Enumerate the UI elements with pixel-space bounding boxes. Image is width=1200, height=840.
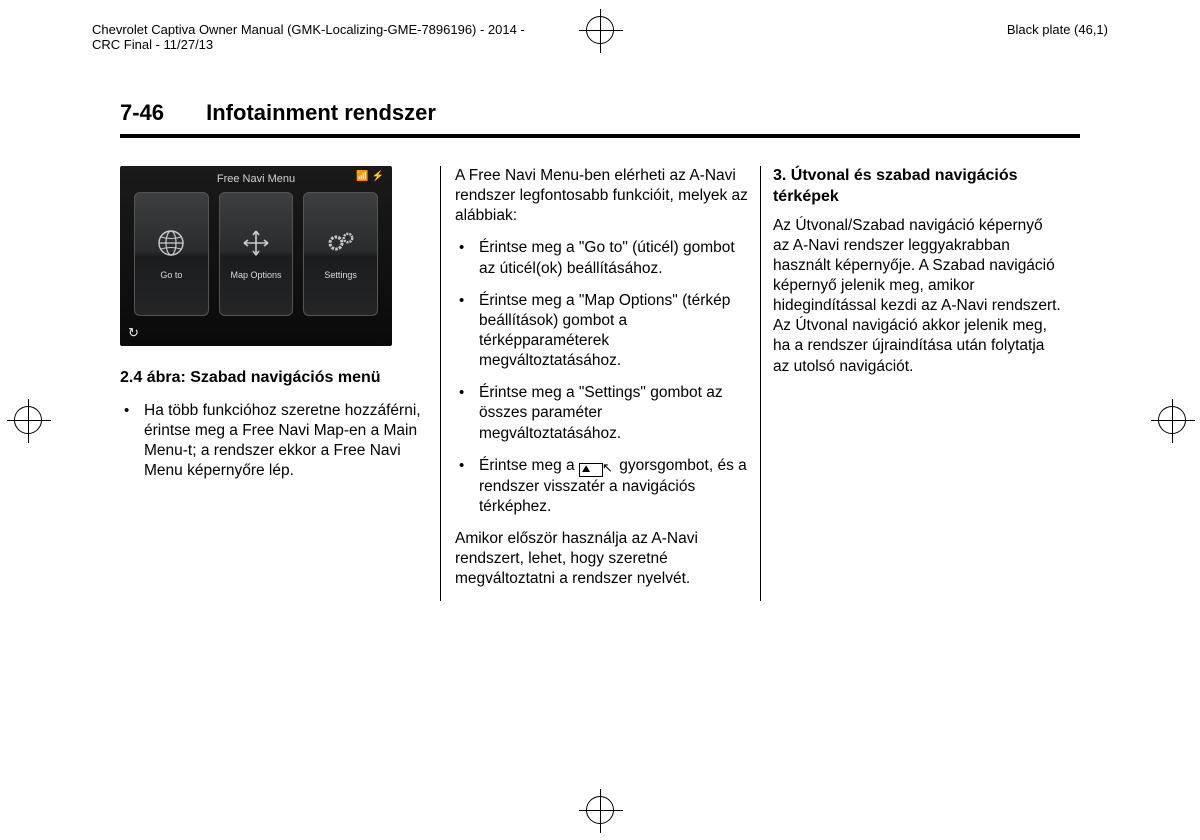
screenshot-btn-goto: Go to xyxy=(134,192,209,316)
globe-icon xyxy=(154,226,188,260)
col2-intro: A Free Navi Menu-ben elérheti az A-Navi … xyxy=(455,166,748,226)
crop-mark-left xyxy=(14,406,42,434)
column-2: A Free Navi Menu-ben elérheti az A-Navi … xyxy=(440,166,760,601)
col1-list: Ha több funkcióhoz szeretne hozzáférni, … xyxy=(120,401,422,482)
screenshot-title: Free Navi Menu xyxy=(120,172,392,186)
col2-item-1: Érintse meg a "Go to" (úticél) gombot az… xyxy=(455,238,748,278)
screenshot-status-icons: 📶 ⚡ xyxy=(356,170,384,183)
meta-left-1: Chevrolet Captiva Owner Manual (GMK-Loca… xyxy=(92,22,525,37)
crop-mark-right xyxy=(1158,406,1186,434)
col3-body: Az Útvonal/Szabad navigáció képernyő az … xyxy=(773,216,1062,377)
screenshot-btn-settings: Settings xyxy=(303,192,378,316)
column-3: 3. Útvonal és szabad navigációs térképek… xyxy=(760,166,1080,601)
section-title: Infotainment rendszer xyxy=(206,100,436,125)
screenshot-btn-goto-label: Go to xyxy=(160,270,182,282)
gears-icon xyxy=(324,226,358,260)
col1-item-1: Ha több funkcióhoz szeretne hozzáférni, … xyxy=(120,401,422,482)
section-number: 7-46 xyxy=(120,100,200,126)
col2-item-2: Érintse meg a "Map Options" (térkép beál… xyxy=(455,291,748,372)
figure-caption: 2.4 ábra: Szabad navigációs menü xyxy=(120,368,422,389)
screenshot-btn-settings-label: Settings xyxy=(324,270,357,282)
move-icon xyxy=(239,226,273,260)
col3-subhead: 3. Útvonal és szabad navigációs térképek xyxy=(773,166,1062,208)
column-1: Free Navi Menu 📶 ⚡ Go to Map Options xyxy=(120,166,440,601)
screenshot-back-icon: ↻ xyxy=(128,325,139,342)
col2-outro: Amikor először használja az A-Navi rends… xyxy=(455,529,748,589)
screenshot-btn-mapoptions: Map Options xyxy=(219,192,294,316)
col2-item-3: Érintse meg a "Settings" gombot az össze… xyxy=(455,383,748,443)
crop-mark-bottom xyxy=(586,796,614,824)
map-return-icon: ⛰ xyxy=(579,463,603,477)
meta-right: Black plate (46,1) xyxy=(1007,22,1108,52)
col2-item-4: Érintse meg a ⛰ gyorsgombot, és a rendsz… xyxy=(455,456,748,517)
col2-item4-pre: Érintse meg a xyxy=(479,457,579,474)
print-meta: Chevrolet Captiva Owner Manual (GMK-Loca… xyxy=(92,22,1108,52)
nav-screenshot: Free Navi Menu 📶 ⚡ Go to Map Options xyxy=(120,166,392,346)
page-heading: 7-46 Infotainment rendszer xyxy=(120,100,1080,138)
col2-list: Érintse meg a "Go to" (úticél) gombot az… xyxy=(455,238,748,517)
meta-left-2: CRC Final - 11/27/13 xyxy=(92,37,525,52)
screenshot-btn-map-label: Map Options xyxy=(230,270,281,282)
